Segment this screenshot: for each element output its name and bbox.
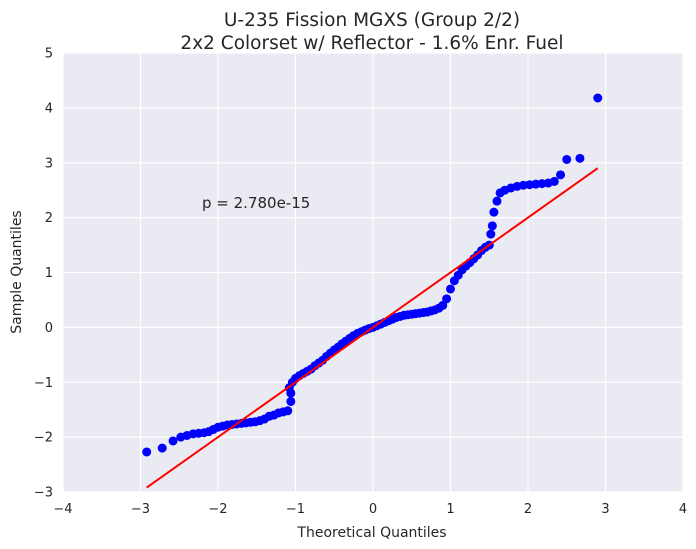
data-point [283, 406, 293, 416]
y-tick-label: 2 [45, 211, 53, 226]
data-point [487, 221, 497, 231]
y-tick-label: 0 [45, 321, 53, 336]
y-axis-label: Sample Quantiles [9, 210, 25, 333]
data-point [549, 176, 559, 186]
x-tick-label: 4 [679, 502, 687, 517]
data-point [562, 154, 572, 164]
x-tick-label: −4 [53, 502, 72, 517]
data-point [286, 396, 296, 406]
data-point [492, 196, 502, 206]
x-tick-label: 0 [369, 502, 377, 517]
data-points [142, 93, 603, 457]
data-point [486, 229, 496, 239]
fit-line [146, 167, 599, 489]
data-point [157, 443, 167, 453]
data-point [442, 294, 452, 304]
x-tick-labels: −4 −3 −2 −1 0 1 2 3 4 [53, 502, 687, 517]
x-axis-label: Theoretical Quantiles [296, 525, 446, 541]
x-tick-label: −3 [131, 502, 150, 517]
p-value-annotation: p = 2.780e-15 [202, 194, 310, 212]
y-tick-label: 3 [45, 156, 53, 171]
grid-lines [62, 52, 684, 493]
y-tick-label: 5 [45, 47, 53, 62]
chart-title-line-1: U-235 Fission MGXS (Group 2/2) [224, 10, 520, 31]
y-tick-label: −1 [34, 376, 53, 391]
data-point [556, 170, 566, 180]
data-point [438, 300, 448, 310]
data-point [446, 284, 455, 294]
data-point [575, 153, 585, 163]
x-tick-label: 1 [446, 502, 454, 517]
y-tick-label: 1 [45, 266, 53, 281]
data-point [168, 436, 178, 446]
y-tick-label: 4 [45, 101, 53, 116]
y-tick-label: −2 [34, 431, 53, 446]
y-tick-labels: −3 −2 −1 0 1 2 3 4 5 [34, 47, 53, 501]
x-tick-label: −1 [286, 502, 305, 517]
data-point [489, 207, 499, 217]
x-tick-label: 2 [524, 502, 532, 517]
data-point [142, 447, 152, 457]
chart-title-line-2: 2x2 Colorset w/ Reflector - 1.6% Enr. Fu… [180, 33, 563, 54]
y-tick-label: −3 [34, 486, 53, 501]
x-tick-label: 3 [601, 502, 609, 517]
data-point [593, 93, 603, 103]
x-tick-label: −2 [208, 502, 227, 517]
